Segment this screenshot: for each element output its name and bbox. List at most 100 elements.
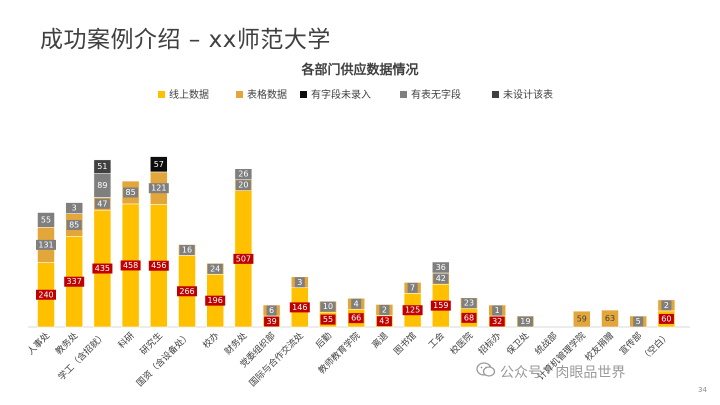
- x-tick-label: 校友捐赠: [582, 330, 616, 364]
- x-tick-label: 工会: [426, 330, 447, 351]
- value-label: 6: [269, 306, 274, 315]
- value-label: 458: [123, 261, 138, 270]
- value-label-bg: [402, 305, 423, 316]
- value-label-bg: [177, 286, 197, 297]
- legend-label-0: 线上数据: [169, 88, 209, 101]
- value-label: 266: [179, 287, 194, 296]
- value-label: 5: [636, 317, 641, 326]
- value-label-bg: [92, 263, 113, 274]
- value-label-bg: [36, 239, 56, 250]
- x-tick-label: 学工（含招就）: [55, 330, 108, 383]
- value-label: 19: [520, 317, 530, 326]
- value-label: 2: [664, 301, 669, 310]
- page-number: 34: [698, 386, 707, 394]
- x-tick-label: 后勤: [313, 330, 334, 351]
- x-tick-label: 教务处: [53, 330, 81, 358]
- value-label: 16: [182, 246, 192, 255]
- value-label-bg: [94, 198, 110, 209]
- x-tick-label: 保卫处: [504, 330, 532, 358]
- value-label: 26: [238, 170, 248, 179]
- value-label: 3: [72, 204, 77, 213]
- value-label: 43: [379, 317, 389, 326]
- value-label: 60: [661, 314, 671, 323]
- value-label: 39: [267, 317, 277, 326]
- watermark-text: 公众号 · 肉眼品世界: [500, 365, 626, 381]
- value-label-bg: [207, 263, 223, 274]
- value-label-bg: [235, 180, 251, 191]
- wechat-icon: [476, 362, 496, 382]
- legend-swatch-3: [400, 91, 407, 98]
- value-label-bg: [148, 183, 169, 194]
- value-label-bg: [123, 187, 139, 198]
- chart-legend: 线上数据 表格数据 有字段未录入 有表无字段 未设计该表: [158, 88, 553, 101]
- value-label-bg: [492, 305, 503, 316]
- value-label: 337: [67, 277, 82, 286]
- chart-title: 各部门供应数据情况: [300, 62, 418, 78]
- value-label: 10: [323, 302, 333, 311]
- bar-segment: [573, 310, 591, 328]
- value-label-bg: [433, 273, 449, 284]
- x-tick-label: 科研: [115, 330, 136, 351]
- value-label: 507: [236, 254, 251, 263]
- slide-title: 成功案例介绍 – xx师范大学: [40, 27, 331, 53]
- value-label-bg: [233, 253, 254, 264]
- bar-segment: [150, 156, 168, 173]
- value-label-bg: [320, 301, 336, 312]
- value-label: 1: [495, 306, 500, 315]
- value-label: 3: [297, 278, 302, 287]
- value-label-bg: [658, 313, 674, 324]
- value-label-bg: [294, 277, 305, 288]
- watermark: 公众号 · 肉眼品世界: [476, 362, 625, 382]
- value-label-bg: [517, 316, 533, 327]
- value-label: 42: [436, 274, 446, 283]
- legend-swatch-1: [236, 91, 243, 98]
- value-label-bg: [376, 316, 392, 327]
- value-label: 59: [577, 315, 587, 324]
- value-label: 57: [154, 160, 164, 169]
- legend-swatch-0: [158, 91, 165, 98]
- bar-segment: [601, 309, 619, 328]
- value-label: 51: [97, 162, 107, 171]
- value-label: 240: [38, 290, 53, 299]
- x-tick-label: 人事处: [25, 330, 53, 358]
- value-label-bg: [120, 260, 141, 271]
- value-label: 36: [436, 263, 446, 272]
- value-label-bg: [461, 298, 477, 309]
- value-label-bg: [430, 300, 451, 311]
- value-label: 63: [605, 314, 615, 323]
- value-label-bg: [348, 313, 364, 324]
- value-label-bg: [266, 305, 277, 316]
- value-label-bg: [351, 298, 362, 309]
- value-label: 47: [97, 199, 107, 208]
- value-label-bg: [461, 312, 477, 323]
- x-tick-label: （空白）: [639, 330, 673, 364]
- value-label-bg: [379, 304, 390, 315]
- value-label-bg: [489, 316, 505, 327]
- x-tick-label: 离退: [369, 330, 390, 351]
- value-label-bg: [66, 220, 82, 231]
- value-label-bg: [289, 302, 310, 313]
- x-tick-label: 校办: [200, 330, 221, 351]
- value-label: 131: [38, 240, 53, 249]
- bar-segment: [93, 159, 112, 174]
- x-tick-label: 图书馆: [391, 330, 419, 358]
- bar-segment: [234, 168, 253, 180]
- legend-label-2: 有字段未录入: [311, 88, 371, 101]
- value-label-bg: [36, 289, 56, 300]
- x-tick-label: 校医院: [448, 330, 476, 358]
- bar-segment: [65, 202, 83, 214]
- value-label: 20: [238, 181, 248, 190]
- bar-segment: [432, 261, 450, 274]
- value-label: 121: [151, 184, 166, 193]
- bars-group: 2401315533785343547895145885456121572661…: [36, 156, 676, 328]
- value-label: 85: [69, 221, 79, 230]
- value-label: 2: [382, 305, 387, 314]
- value-label: 196: [208, 296, 223, 305]
- value-label-bg: [661, 300, 672, 311]
- value-label: 125: [405, 306, 420, 315]
- value-label: 32: [492, 317, 502, 326]
- value-label: 4: [354, 299, 359, 308]
- legend-label-4: 未设计该表: [503, 88, 553, 101]
- value-label: 435: [95, 264, 110, 273]
